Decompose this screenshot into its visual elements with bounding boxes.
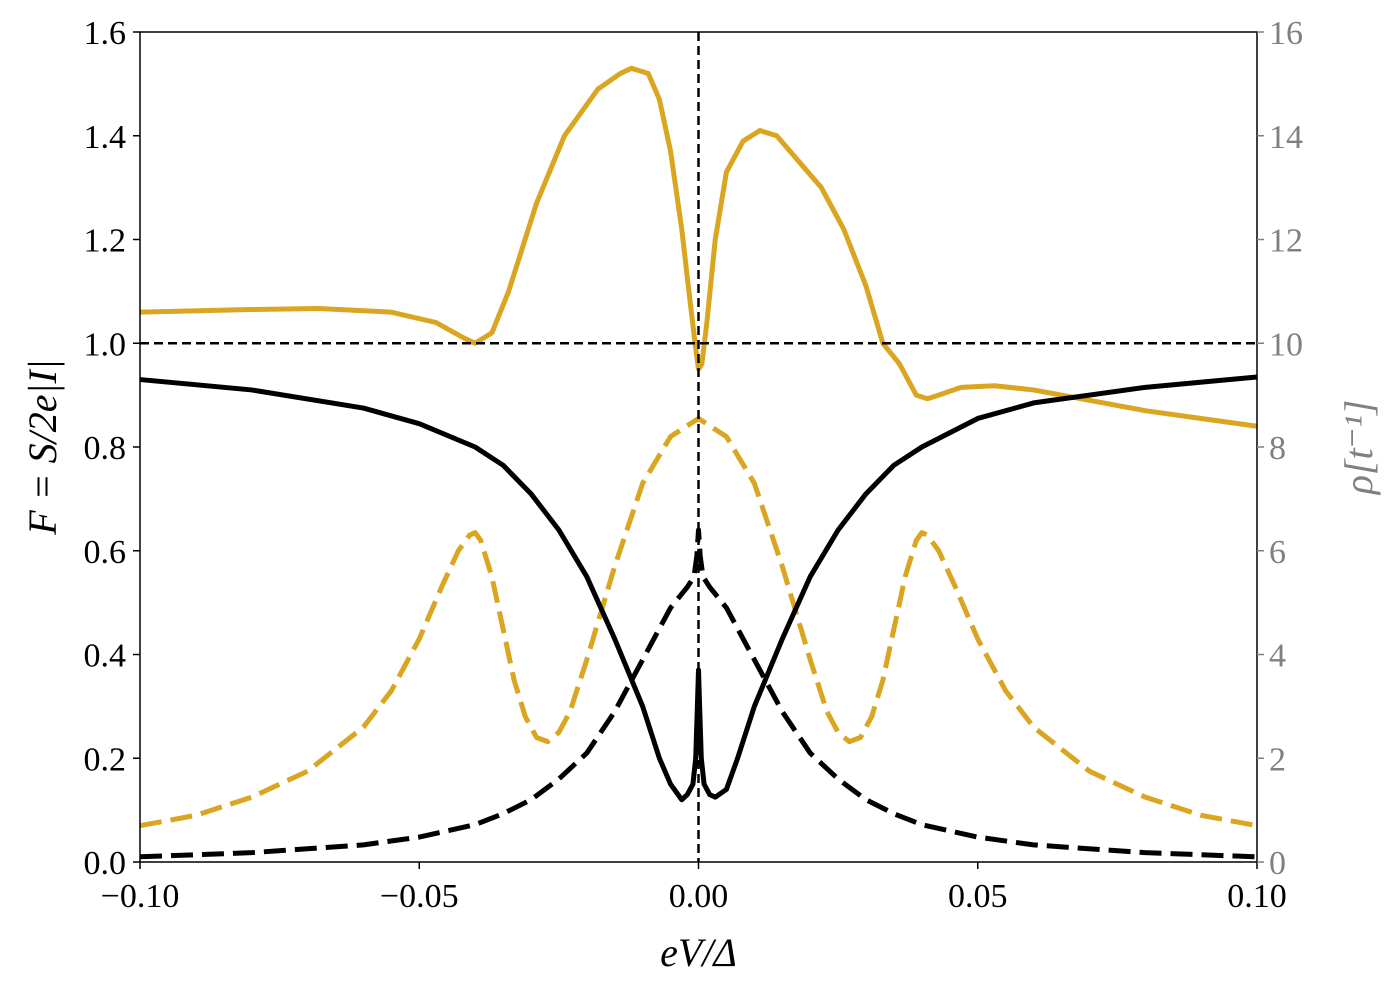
x-tick-label: 0.10 — [1227, 878, 1287, 915]
left-y-tick-label: 1.2 — [84, 223, 127, 260]
x-tick-label: −0.05 — [380, 878, 459, 915]
reference-lines — [140, 32, 1257, 862]
x-tick-label: 0.00 — [669, 878, 729, 915]
left-y-tick-label: 1.4 — [84, 119, 127, 156]
left-y-tick-label: 0.6 — [84, 534, 127, 571]
right-y-tick-label: 12 — [1269, 223, 1303, 260]
x-axis-label: eV/Δ — [660, 930, 737, 975]
left-y-tick-label: 0.8 — [84, 430, 127, 467]
left-y-axis-label: F = S/2e|I| — [20, 359, 65, 536]
x-tick-label: −0.10 — [101, 878, 180, 915]
right-y-tick-label: 2 — [1269, 741, 1286, 778]
left-y-tick-label: 1.0 — [84, 326, 127, 363]
right-y-tick-label: 10 — [1269, 326, 1303, 363]
left-y-tick-label: 1.6 — [84, 15, 127, 52]
left-y-tick-label: 0.0 — [84, 845, 127, 882]
left-y-tick-label: 0.4 — [84, 638, 127, 675]
right-y-tick-label: 16 — [1269, 15, 1303, 52]
right-y-tick-label: 8 — [1269, 430, 1286, 467]
right-y-tick-label: 4 — [1269, 638, 1286, 675]
right-y-tick-label: 0 — [1269, 845, 1286, 882]
axis-ticks: −0.10 −0.05 0.00 0.05 0.10 0.0 0.2 0.4 0.6 0.8 1.0… — [84, 15, 1304, 915]
right-y-axis-label: ρ[t⁻¹] — [1336, 400, 1381, 497]
left-y-tick-label: 0.2 — [84, 741, 127, 778]
x-tick-label: 0.05 — [948, 878, 1008, 915]
right-y-tick-label: 6 — [1269, 534, 1286, 571]
right-y-tick-label: 14 — [1269, 119, 1303, 156]
